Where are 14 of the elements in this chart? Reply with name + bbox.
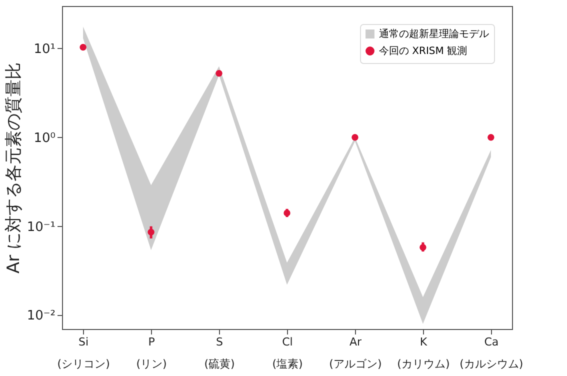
y-axis-title: Ar に対する各元素の質量比 bbox=[4, 62, 24, 274]
x-tick-label: Si (シリコン) bbox=[57, 336, 110, 370]
x-tick-label: S (硫黄) bbox=[204, 336, 235, 370]
y-tick-label: 10¹ bbox=[34, 42, 56, 57]
x-tick-label: P (リン) bbox=[136, 336, 167, 370]
x-tick-label: K (カリウム) bbox=[397, 336, 450, 370]
x-tick-label: Cl (塩素) bbox=[272, 336, 303, 370]
y-tick-label: 10⁻² bbox=[26, 308, 56, 324]
x-tick-label: Ar (アルゴン) bbox=[329, 336, 382, 370]
y-tick-label: 10⁻¹ bbox=[26, 220, 56, 235]
legend-label: 今回の XRISM 観測 bbox=[379, 45, 468, 57]
y-tick-label: 10⁰ bbox=[34, 130, 56, 146]
legend-label: 通常の超新星理論モデル bbox=[379, 28, 489, 40]
x-tick-label: Ca (カルシウム) bbox=[460, 336, 524, 370]
